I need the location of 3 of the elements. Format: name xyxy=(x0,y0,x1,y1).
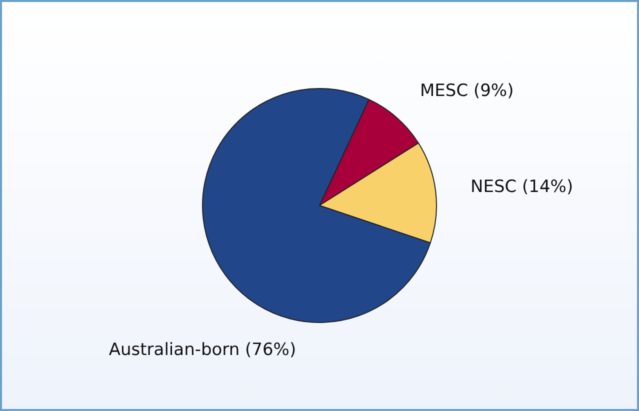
slice-label: MESC (9%) xyxy=(420,80,514,101)
slice-label: Australian-born (76%) xyxy=(108,340,296,360)
slice-label: NESC (14%) xyxy=(470,176,574,197)
